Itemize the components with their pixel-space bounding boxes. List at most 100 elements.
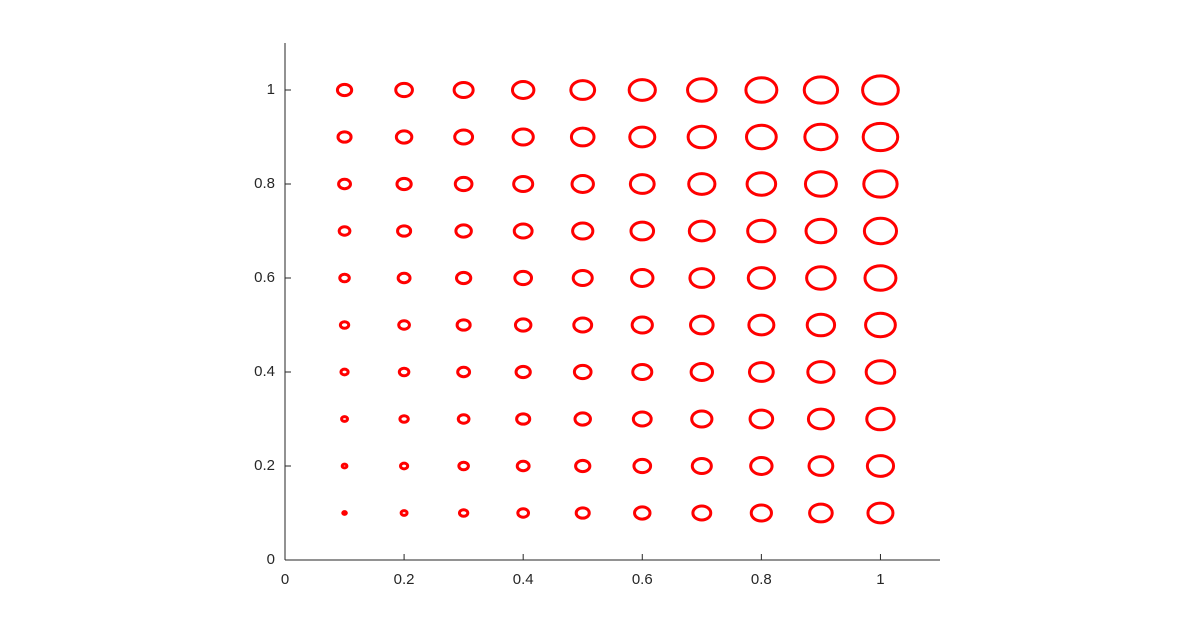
marker — [748, 408, 775, 430]
marker — [573, 411, 592, 427]
marker — [805, 265, 837, 291]
marker — [454, 223, 473, 239]
marker — [339, 367, 350, 377]
marker — [340, 415, 350, 423]
marker — [806, 407, 835, 431]
marker — [630, 315, 654, 335]
marker — [399, 509, 409, 517]
marker — [396, 271, 412, 285]
x-tick-label: 0.8 — [751, 571, 772, 588]
marker — [399, 461, 410, 471]
marker — [569, 79, 597, 101]
marker — [804, 217, 838, 245]
marker — [862, 216, 899, 246]
marker — [632, 457, 653, 475]
marker — [571, 221, 595, 241]
marker — [864, 311, 897, 339]
marker — [862, 169, 899, 199]
marker — [746, 218, 777, 244]
marker — [749, 503, 773, 523]
marker — [574, 458, 592, 474]
marker — [337, 225, 352, 237]
marker — [514, 364, 532, 380]
marker — [571, 268, 594, 288]
marker — [513, 269, 534, 287]
marker — [456, 413, 471, 425]
marker — [338, 320, 351, 330]
x-tick-label: 0 — [281, 571, 289, 588]
marker — [511, 127, 535, 147]
marker — [337, 177, 352, 191]
marker — [396, 224, 413, 238]
marker — [686, 77, 718, 103]
marker — [744, 76, 779, 104]
marker — [572, 363, 593, 381]
marker — [454, 270, 473, 286]
marker — [861, 74, 900, 106]
marker — [631, 410, 653, 428]
y-tick-label: 0.4 — [254, 363, 275, 380]
marker — [747, 313, 776, 337]
marker — [453, 128, 475, 146]
marker — [689, 314, 715, 336]
marker — [747, 361, 775, 383]
marker — [864, 359, 897, 385]
marker — [395, 176, 413, 192]
marker — [398, 414, 410, 424]
marker — [690, 456, 713, 476]
marker — [512, 174, 535, 194]
marker — [512, 222, 534, 240]
marker — [688, 267, 716, 289]
marker — [807, 455, 835, 477]
x-tick-label: 0.4 — [513, 571, 534, 588]
marker — [686, 124, 718, 150]
marker — [803, 170, 838, 198]
marker — [394, 81, 414, 99]
marker — [570, 174, 595, 194]
marker — [630, 268, 655, 288]
y-tick-label: 0.6 — [254, 269, 275, 286]
marker — [627, 78, 657, 102]
marker — [456, 365, 472, 379]
marker — [341, 510, 348, 516]
marker — [746, 266, 776, 290]
y-tick-label: 0.2 — [254, 457, 275, 474]
marker — [336, 130, 353, 144]
marker — [457, 508, 470, 518]
marker — [806, 360, 836, 384]
marker — [690, 409, 714, 429]
y-tick-label: 0 — [267, 551, 275, 568]
marker — [749, 456, 774, 476]
marker — [687, 172, 717, 196]
marker — [574, 506, 591, 520]
marker — [335, 82, 354, 98]
marker — [629, 220, 656, 242]
marker — [394, 129, 414, 145]
marker — [866, 501, 895, 525]
marker — [516, 507, 531, 519]
marker — [515, 412, 532, 426]
marker — [745, 171, 778, 197]
marker — [808, 502, 834, 524]
x-tick-label: 0.6 — [632, 571, 653, 588]
marker — [340, 462, 349, 470]
marker — [628, 125, 657, 149]
marker — [633, 505, 652, 521]
y-tick-label: 1 — [267, 81, 275, 98]
x-tick-label: 0.2 — [394, 571, 415, 588]
marker — [510, 80, 536, 100]
marker — [805, 312, 837, 338]
marker — [569, 126, 596, 148]
marker — [453, 175, 474, 193]
marker — [863, 264, 898, 292]
y-tick-label: 0.8 — [254, 175, 275, 192]
marker — [455, 318, 472, 332]
marker — [865, 406, 896, 432]
marker — [691, 504, 713, 522]
marker — [689, 362, 715, 382]
marker — [631, 362, 654, 382]
marker — [513, 317, 533, 333]
marker — [628, 173, 656, 195]
marker — [457, 460, 470, 472]
marker — [865, 454, 896, 478]
